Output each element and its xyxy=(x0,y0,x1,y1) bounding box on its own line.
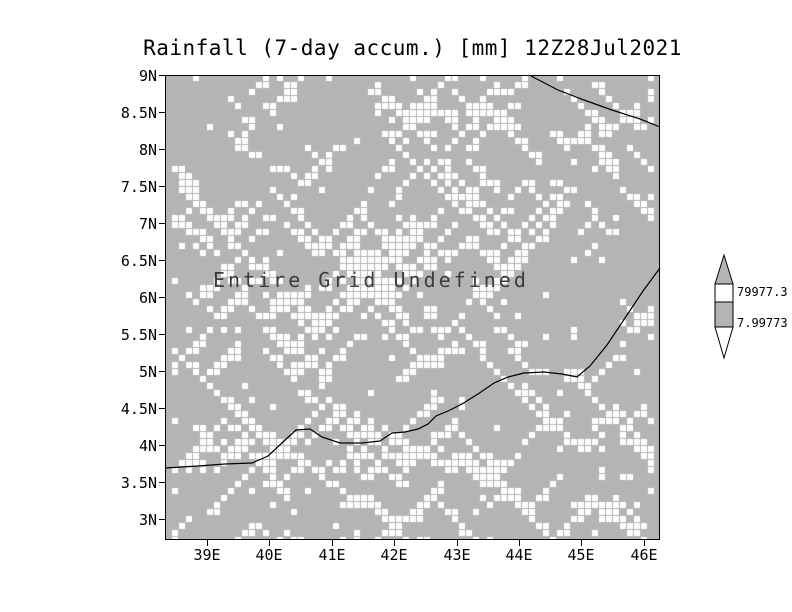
y-axis-label: 5N xyxy=(138,363,157,381)
map-grid-canvas xyxy=(165,75,660,540)
y-axis-label: 8N xyxy=(138,141,157,159)
undefined-grid-label: Entire Grid Undefined xyxy=(213,268,529,292)
y-axis-label: 7.5N xyxy=(120,178,157,196)
y-axis-label: 6N xyxy=(138,289,157,307)
y-axis-label: 7N xyxy=(138,215,157,233)
colorbar-band-white xyxy=(714,283,734,303)
y-axis-label: 3N xyxy=(138,511,157,529)
y-axis-label: 4.5N xyxy=(120,400,157,418)
x-axis-label: 42E xyxy=(380,546,408,564)
y-axis-label: 6.5N xyxy=(120,252,157,270)
x-axis-label: 39E xyxy=(193,546,221,564)
y-axis-label: 5.5N xyxy=(120,326,157,344)
x-axis-label: 40E xyxy=(255,546,283,564)
y-axis-label: 9N xyxy=(138,67,157,85)
y-axis-label: 3.5N xyxy=(120,474,157,492)
x-axis-label: 45E xyxy=(567,546,595,564)
colorbar-top-arrow xyxy=(714,253,734,285)
x-axis-label: 41E xyxy=(318,546,346,564)
colorbar-bottom-arrow xyxy=(714,326,734,360)
colorbar xyxy=(714,253,734,360)
colorbar-top-value: 79977.3 xyxy=(737,285,788,299)
x-axis-label: 44E xyxy=(505,546,533,564)
colorbar-band-gray xyxy=(714,301,734,328)
y-axis-label: 8.5N xyxy=(120,104,157,122)
plot-title: Rainfall (7-day accum.) [mm] 12Z28Jul202… xyxy=(143,36,682,60)
y-axis-label: 4N xyxy=(138,437,157,455)
x-axis-label: 43E xyxy=(443,546,471,564)
colorbar-bottom-value: 7.99773 xyxy=(737,316,788,330)
x-axis-label: 46E xyxy=(630,546,658,564)
